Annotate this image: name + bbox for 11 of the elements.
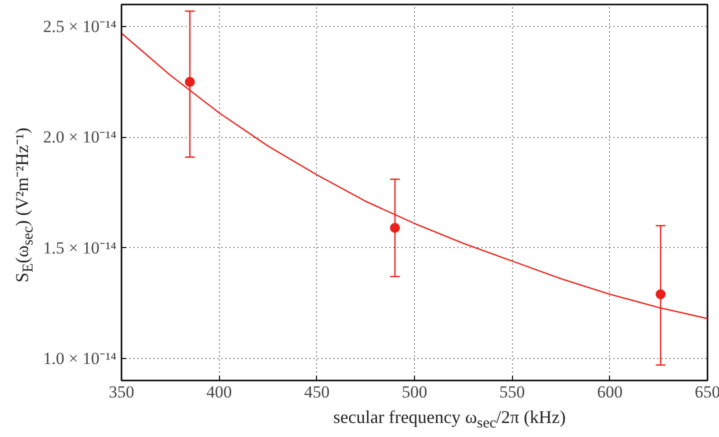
x-tick-label: 500 (402, 382, 428, 402)
y-tick-label: 1.0 × 10⁻¹⁴ (43, 348, 117, 368)
y-tick-label: 2.0 × 10⁻¹⁴ (43, 128, 117, 147)
x-tick-label: 600 (597, 382, 623, 402)
x-tick-label: 450 (304, 382, 330, 402)
y-tick-label: 1.5 × 10⁻¹⁴ (43, 238, 117, 258)
x-tick-label: 350 (108, 382, 134, 402)
x-tick-label: 550 (499, 382, 525, 402)
y-tick-label: 2.5 × 10⁻¹⁴ (43, 17, 117, 36)
x-tick-label: 400 (206, 382, 232, 402)
x-axis-title: secular frequency ω$_{sec}$/2π (kHz) (332, 406, 567, 434)
